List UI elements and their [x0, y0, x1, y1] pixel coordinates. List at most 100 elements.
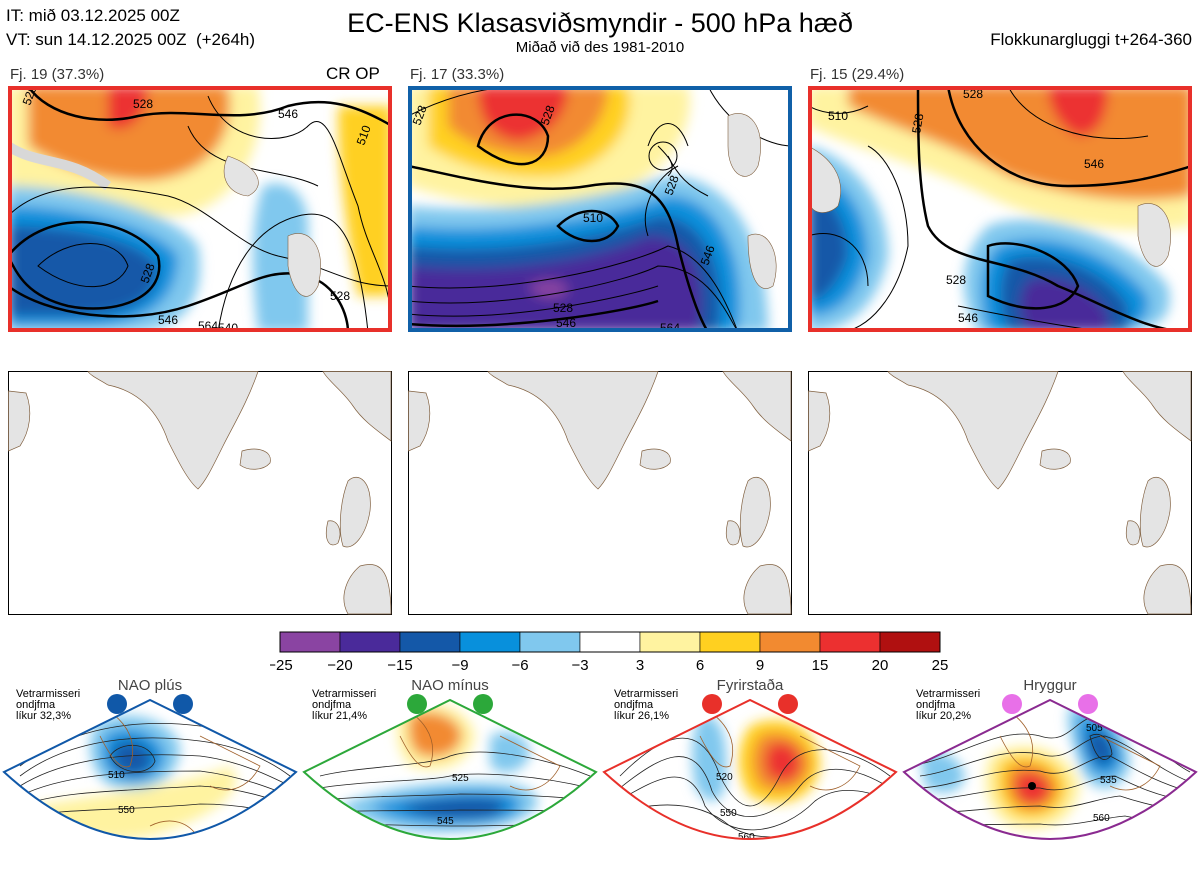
regime-ridge-contour-label: 505 [1086, 723, 1103, 734]
colorbar-tick-label: 6 [696, 657, 704, 674]
colorbar-tick-label: −20 [327, 657, 352, 674]
regime-ridge-contour-label: 535 [1100, 775, 1117, 786]
regime-blocking-contour-label: 550 [720, 808, 737, 819]
cluster-3-frame [808, 86, 1192, 332]
regime-blocking-contour-label: 520 [716, 772, 733, 783]
colorbar-swatch [819, 631, 881, 653]
regime-nao-minus-contour-label: 545 [437, 816, 454, 827]
regime-nao-plus: 510 550 [2, 694, 298, 840]
cluster-1-contours [8, 86, 392, 332]
cluster-1-contour-label: 546 [278, 107, 298, 121]
empty-map-2-land [408, 371, 792, 615]
cluster-1-contour-label: 528 [133, 97, 153, 111]
regime-nao-plus-dot [173, 694, 193, 714]
empty-map-1 [8, 371, 392, 615]
colorbar-swatch [519, 631, 581, 653]
colorbar-swatch [639, 631, 701, 653]
colorbar-swatch [699, 631, 761, 653]
cluster-2-anomaly-field [408, 86, 768, 332]
regime-blocking-prob: Vetrarmisseri ondjfma líkur 26,1% [614, 688, 679, 722]
page-subtitle: Miðað við des 1981-2010 [515, 39, 685, 56]
colorbar-swatch [339, 631, 401, 653]
colorbar-tick-label: −6 [511, 657, 528, 674]
cluster-2-map: 528 528 528 510 546 528 546 564 [408, 86, 792, 332]
colorbar-tick-label: 25 [932, 657, 949, 674]
cluster-2-frame [408, 86, 792, 332]
cr-op-label: CR OP [326, 64, 380, 83]
regime-ridge-frame [902, 698, 1198, 840]
cluster-1-label: Fj. 19 (37.3%) [10, 66, 105, 83]
regime-nao-plus-prob: Vetrarmisseri ondjfma líkur 32,3% [16, 688, 81, 722]
cluster-2-contour-label: 546 [698, 243, 718, 267]
regime-ridge-title: Hryggur [1023, 677, 1077, 694]
colorbar-tick-label: −25 [270, 657, 293, 674]
cluster-3-map: 510 528 528 546 528 546 [808, 86, 1192, 332]
cluster-1-contour-label: 528 [330, 289, 350, 303]
colorbar-tick-label: −3 [571, 657, 588, 674]
colorbar: −25 −20 −15 −9 −6 −3 3 6 9 15 20 25 [270, 631, 949, 674]
cluster-2-contour-label: 546 [556, 316, 576, 330]
cluster-3-contour-label: 510 [828, 109, 848, 123]
regime-nao-minus-frame [302, 698, 598, 840]
colorbar-swatch [459, 631, 521, 653]
cluster-1-contour-label: 510 [354, 123, 374, 147]
regime-nao-minus-contour-label: 525 [452, 773, 469, 784]
empty-map-2 [408, 371, 792, 615]
cluster-3-contour-label: 546 [958, 311, 978, 325]
regime-panels: 510 550 NAO plús Vetrarmisseri ondjfma l… [0, 676, 1200, 871]
cluster-3-contour-label: 528 [963, 87, 983, 101]
regime-nao-minus-prob: Vetrarmisseri ondjfma líkur 21,4% [312, 688, 377, 722]
regime-ridge-dot [1002, 694, 1022, 714]
regime-blocking-frame [602, 698, 898, 840]
regime-nao-minus-dot [473, 694, 493, 714]
regime-nao-plus-title: NAO plús [117, 677, 183, 694]
regime-blocking-dot [702, 694, 722, 714]
colorbar-swatch [759, 631, 821, 653]
page-title: EC-ENS Klasasviðsmyndir - 500 hPa hæð [347, 8, 853, 38]
cluster-3-label: Fj. 15 (29.4%) [810, 66, 905, 83]
regime-nao-minus-dot [407, 694, 427, 714]
cluster-2-contour-label: 528 [410, 103, 430, 127]
regime-nao-plus-frame [2, 698, 298, 840]
cluster-1-frame [8, 86, 392, 332]
cluster-2-contour-label: 528 [553, 301, 573, 315]
cluster-3-contour-label: 528 [909, 112, 926, 134]
cluster-2-contour-label: 564 [660, 321, 680, 332]
init-time: IT: mið 03.12.2025 00Z [6, 6, 180, 25]
colorbar-tick-label: −15 [387, 657, 412, 674]
cluster-1-contour-label: 540 [218, 321, 238, 332]
classification-window: Flokkunargluggi t+264-360 [990, 30, 1192, 49]
regime-ridge-prob: Vetrarmisseri ondjfma líkur 20,2% [916, 688, 981, 722]
colorbar-tick-label: 9 [756, 657, 764, 674]
colorbar-tick-label: 3 [636, 657, 644, 674]
valid-time: VT: sun 14.12.2025 00Z (+264h) [6, 30, 256, 49]
colorbar-swatch [879, 631, 941, 653]
regime-nao-plus-contour-label: 550 [118, 805, 135, 816]
regime-ridge-dot [1078, 694, 1098, 714]
regime-blocking-title: Fyrirstaða [716, 677, 784, 694]
regime-nao-plus-contour-label: 510 [108, 770, 125, 781]
regime-ridge-contour-label: 560 [1093, 813, 1110, 824]
cluster-2-contour-label: 528 [662, 173, 682, 197]
colorbar-swatch [279, 631, 341, 653]
regime-nao-minus: 525 545 565 [302, 694, 598, 861]
cluster-3-contour-label: 528 [946, 273, 966, 287]
empty-map-3-land [808, 371, 1192, 615]
regime-blocking-contour-label: 560 [738, 832, 755, 843]
regime-nao-minus-contour-label: 565 [446, 850, 463, 861]
cluster-1-contour-label: 528 [138, 261, 158, 285]
colorbar-swatch [579, 631, 641, 653]
cluster-3-anomaly-field [808, 86, 1192, 332]
regime-blocking-dot [778, 694, 798, 714]
cluster-2-label: Fj. 17 (33.3%) [410, 66, 505, 83]
regime-nao-plus-dot [107, 694, 127, 714]
regime-ridge: 505 535 560 [902, 694, 1198, 840]
colorbar-tick-label: −9 [451, 657, 468, 674]
cluster-3-contour-label: 546 [1084, 157, 1104, 171]
cluster-2-contours [408, 86, 792, 332]
header-run-info: IT: mið 03.12.2025 00Z VT: sun 14.12.2025… [6, 4, 255, 52]
colorbar-tick-label: 15 [812, 657, 829, 674]
cluster-1-map: 528 528 546 510 528 546 564 540 528 [8, 86, 392, 332]
colorbar-swatch [399, 631, 461, 653]
cluster-2-contour-label: 510 [583, 211, 603, 225]
